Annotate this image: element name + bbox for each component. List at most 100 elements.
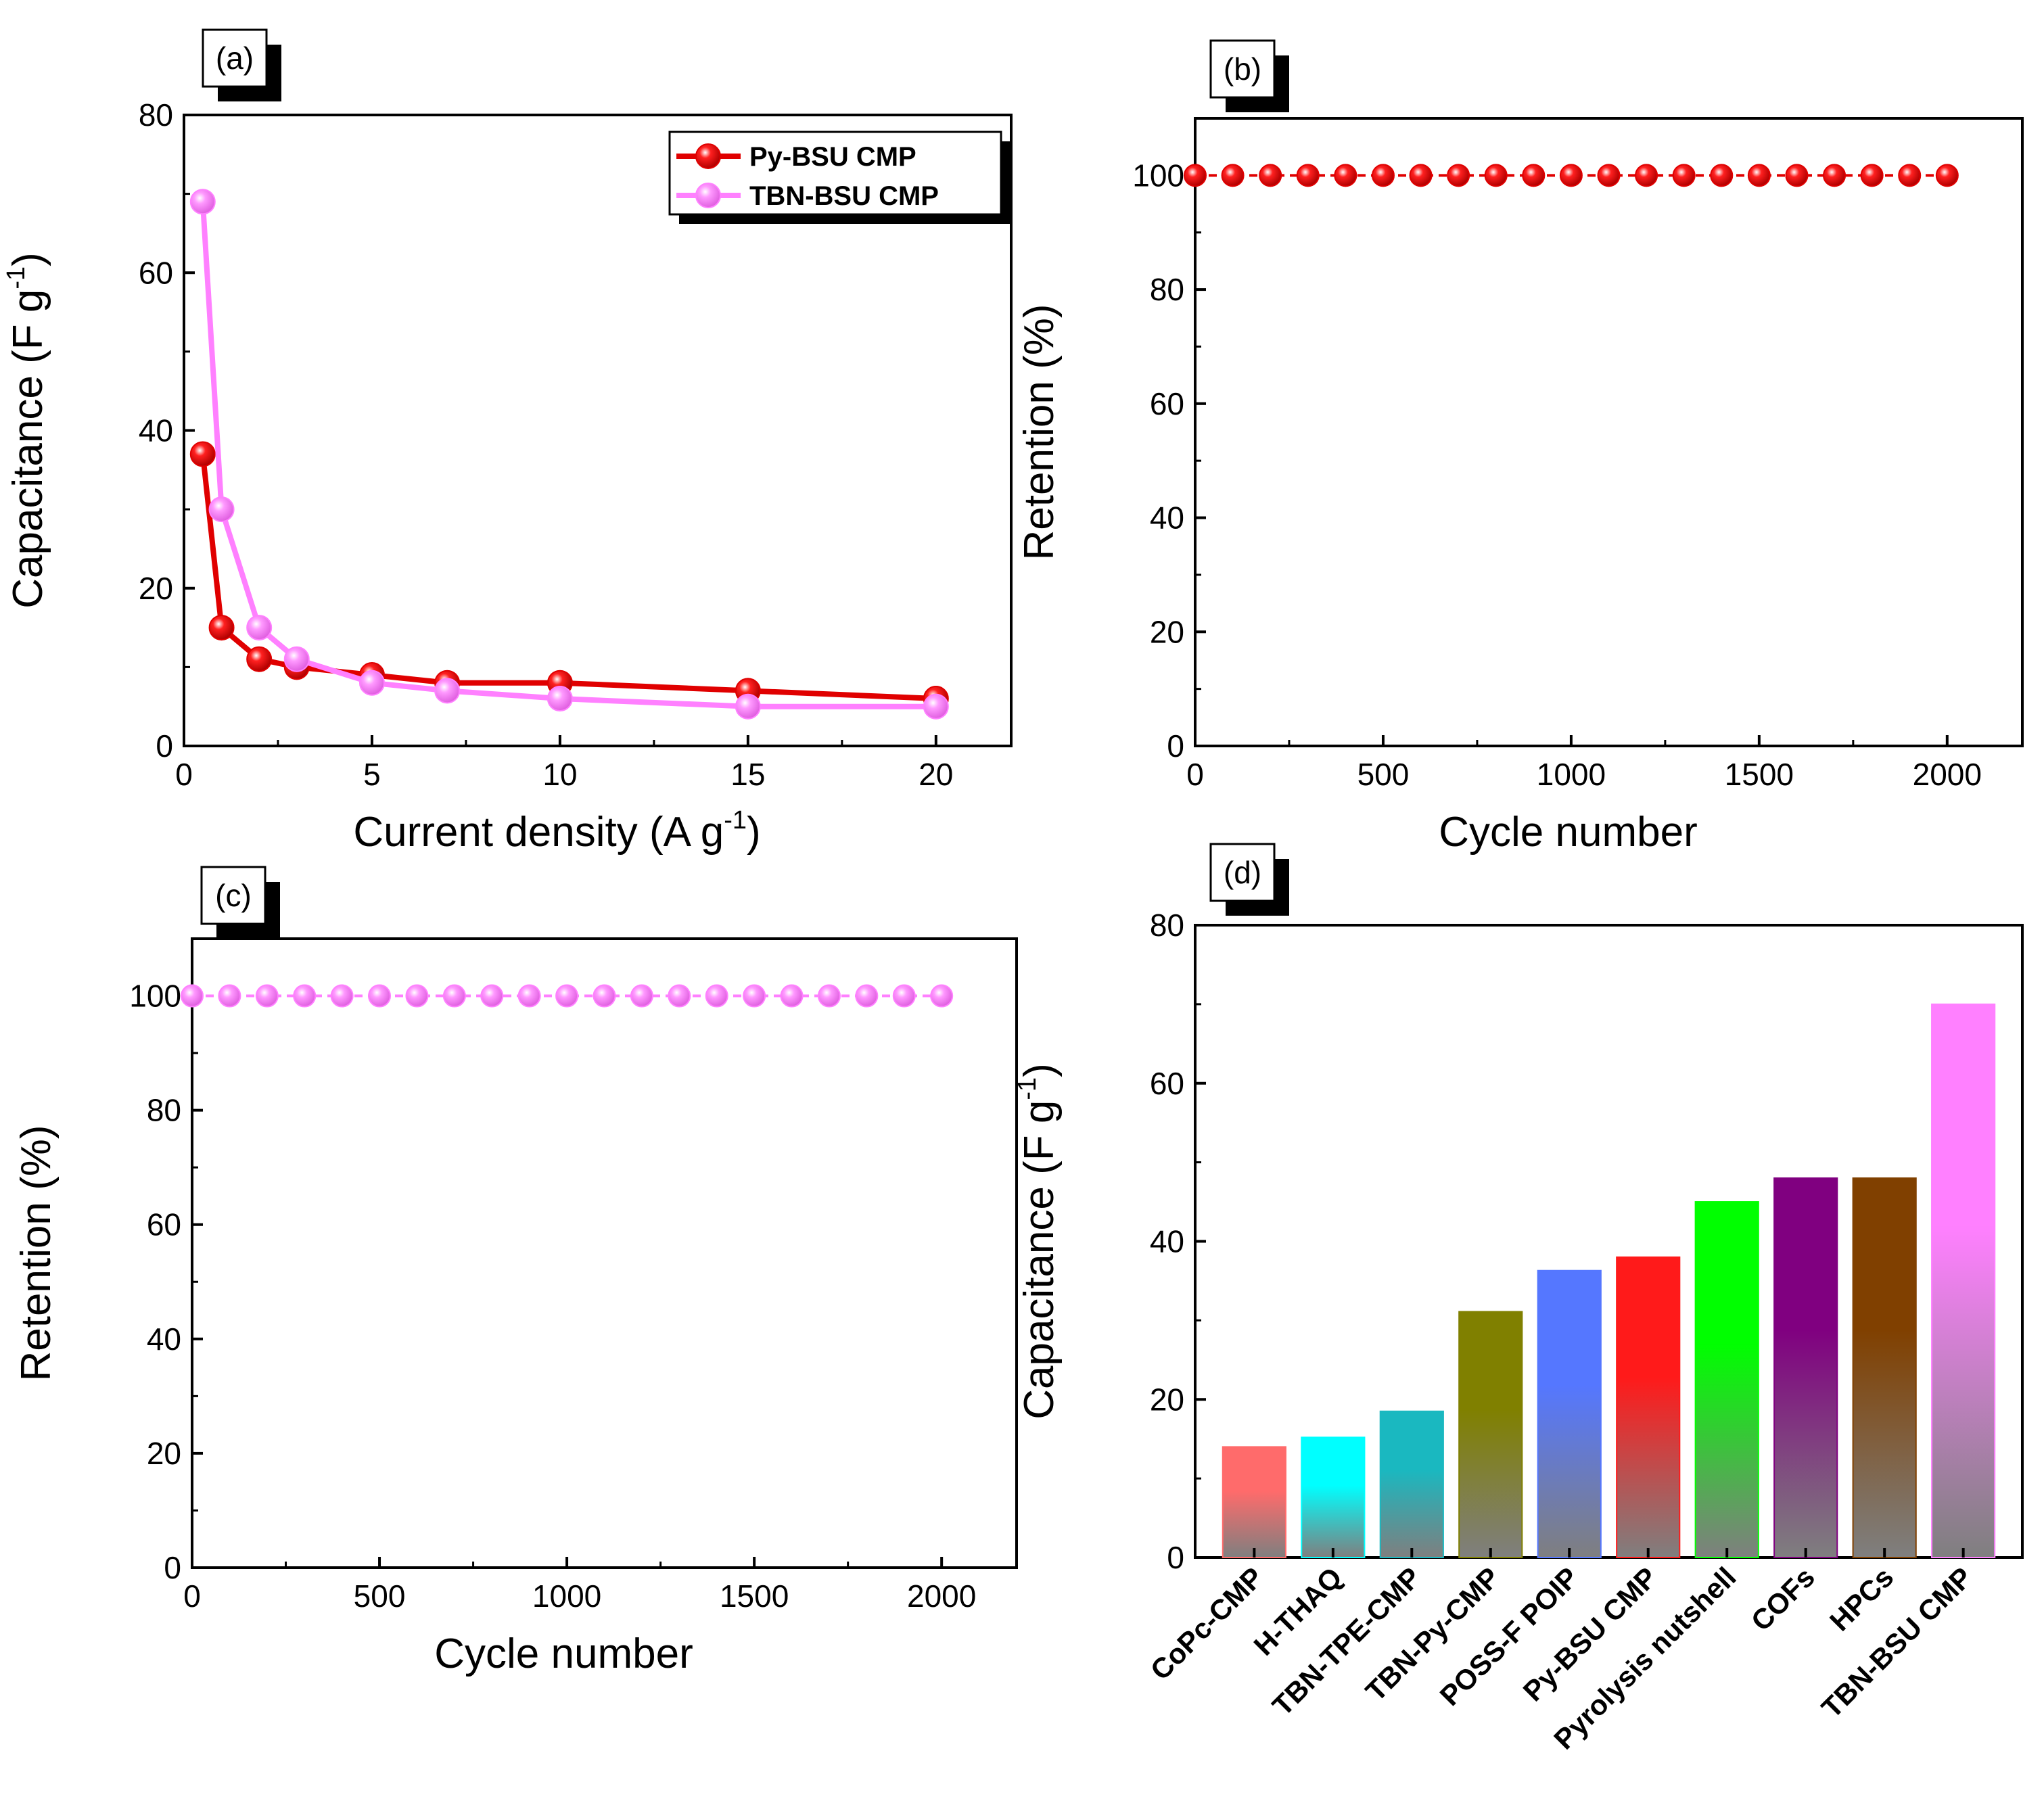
data-point bbox=[1371, 164, 1395, 187]
y-tick-label: 60 bbox=[1150, 386, 1184, 421]
data-point bbox=[735, 693, 761, 720]
data-point bbox=[1334, 164, 1357, 187]
y-tick-label: 40 bbox=[1150, 500, 1184, 536]
data-point bbox=[668, 984, 691, 1008]
data-point bbox=[246, 615, 273, 641]
data-point bbox=[1823, 164, 1846, 187]
y-tick-label: 0 bbox=[156, 728, 173, 764]
data-point bbox=[705, 984, 728, 1008]
panel-label: (c) bbox=[215, 878, 252, 913]
x-category-label: COFs bbox=[1745, 1561, 1821, 1637]
data-point bbox=[208, 496, 235, 523]
data-point bbox=[1747, 164, 1771, 187]
data-point bbox=[855, 984, 879, 1008]
x-tick-label: 2000 bbox=[907, 1578, 976, 1614]
x-axis-title: Cycle number bbox=[1439, 809, 1697, 856]
x-tick-label: 500 bbox=[354, 1578, 406, 1614]
data-point bbox=[208, 615, 235, 641]
y-tick-label: 60 bbox=[1150, 1066, 1184, 1101]
bar bbox=[1931, 1003, 1996, 1558]
data-point bbox=[368, 984, 392, 1008]
data-point bbox=[434, 678, 461, 704]
x-tick-label: 5 bbox=[363, 757, 381, 792]
y-tick-label: 20 bbox=[1150, 614, 1184, 649]
data-point bbox=[1672, 164, 1696, 187]
data-point bbox=[1259, 164, 1282, 187]
data-point bbox=[892, 984, 916, 1008]
y-axis-title: Capacitance (F g-1) bbox=[2, 252, 51, 609]
y-axis-title-text: Retention (%) bbox=[1016, 304, 1063, 560]
panel-label-box bbox=[1209, 39, 1276, 99]
data-point bbox=[358, 670, 385, 696]
data-point bbox=[405, 984, 429, 1008]
x-tick-label: 1500 bbox=[1725, 757, 1794, 792]
data-point bbox=[923, 693, 949, 720]
bar bbox=[1537, 1269, 1602, 1559]
bar bbox=[1694, 1201, 1759, 1558]
y-axis-title-text: Capacitance (F g bbox=[1016, 1100, 1063, 1420]
bar bbox=[1222, 1446, 1286, 1558]
y-tick-label: 80 bbox=[1150, 272, 1184, 307]
y-tick-label: 20 bbox=[139, 571, 173, 606]
data-point bbox=[1221, 164, 1245, 187]
panel-label: (b) bbox=[1224, 51, 1261, 87]
x-tick-label: 1000 bbox=[1537, 757, 1606, 792]
data-point bbox=[255, 984, 279, 1008]
y-axis-title-text: Retention (%) bbox=[13, 1125, 60, 1381]
data-point bbox=[1447, 164, 1470, 187]
x-tick-label: 15 bbox=[730, 757, 765, 792]
data-point bbox=[1860, 164, 1884, 187]
x-tick-label: 1500 bbox=[720, 1578, 789, 1614]
data-point bbox=[480, 984, 504, 1008]
x-tick-label: 0 bbox=[175, 757, 193, 792]
y-axis-title-end: ) bbox=[1016, 1063, 1063, 1077]
x-tick-label: 20 bbox=[919, 757, 953, 792]
x-tick-label: 0 bbox=[183, 1578, 201, 1614]
data-point bbox=[1522, 164, 1546, 187]
y-tick-label: 80 bbox=[147, 1093, 181, 1128]
x-axis-title: Current density (A g-1) bbox=[353, 806, 760, 856]
panel-label: (a) bbox=[216, 41, 254, 76]
x-category-label: Py-BSU CMP bbox=[1517, 1561, 1663, 1707]
y-axis-title-text: Capacitance (F g bbox=[5, 289, 51, 609]
panel-label-box bbox=[202, 28, 268, 88]
data-point bbox=[1785, 164, 1809, 187]
y-tick-label: 80 bbox=[1150, 908, 1184, 943]
x-tick-label: 1000 bbox=[532, 1578, 601, 1614]
data-point bbox=[780, 984, 804, 1008]
data-point bbox=[1296, 164, 1320, 187]
legend-marker bbox=[695, 143, 721, 169]
data-point bbox=[630, 984, 653, 1008]
y-tick-label: 60 bbox=[147, 1207, 181, 1242]
y-tick-label: 60 bbox=[139, 255, 173, 290]
y-axis-title: Retention (%) bbox=[1016, 304, 1063, 560]
y-axis-title: Capacitance (F g-1) bbox=[1013, 1063, 1063, 1420]
panel-label-box bbox=[1209, 843, 1276, 902]
bar bbox=[1616, 1256, 1681, 1558]
data-point bbox=[593, 984, 616, 1008]
x-axis-title-superscript: -1 bbox=[724, 806, 747, 835]
y-tick-label: 40 bbox=[139, 413, 173, 448]
y-axis-title-superscript: -1 bbox=[2, 266, 30, 289]
x-axis-title-text: Current density (A g bbox=[353, 809, 724, 856]
data-point bbox=[547, 686, 573, 712]
data-point bbox=[1409, 164, 1433, 187]
x-tick-label: 0 bbox=[1186, 757, 1204, 792]
x-tick-label: 2000 bbox=[1913, 757, 1982, 792]
panel-label-box bbox=[200, 866, 266, 925]
y-tick-label: 0 bbox=[1167, 1540, 1184, 1575]
legend-box bbox=[668, 131, 1002, 216]
data-point bbox=[246, 646, 273, 672]
data-point bbox=[189, 441, 216, 467]
y-tick-label: 100 bbox=[1132, 158, 1184, 193]
series-line bbox=[200, 202, 936, 709]
x-category-label: HPCs bbox=[1824, 1561, 1899, 1637]
x-axis-title-text: Cycle number bbox=[1439, 809, 1697, 856]
legend-marker bbox=[695, 183, 721, 208]
data-point bbox=[283, 646, 310, 672]
data-point bbox=[1597, 164, 1621, 187]
data-point bbox=[817, 984, 841, 1008]
